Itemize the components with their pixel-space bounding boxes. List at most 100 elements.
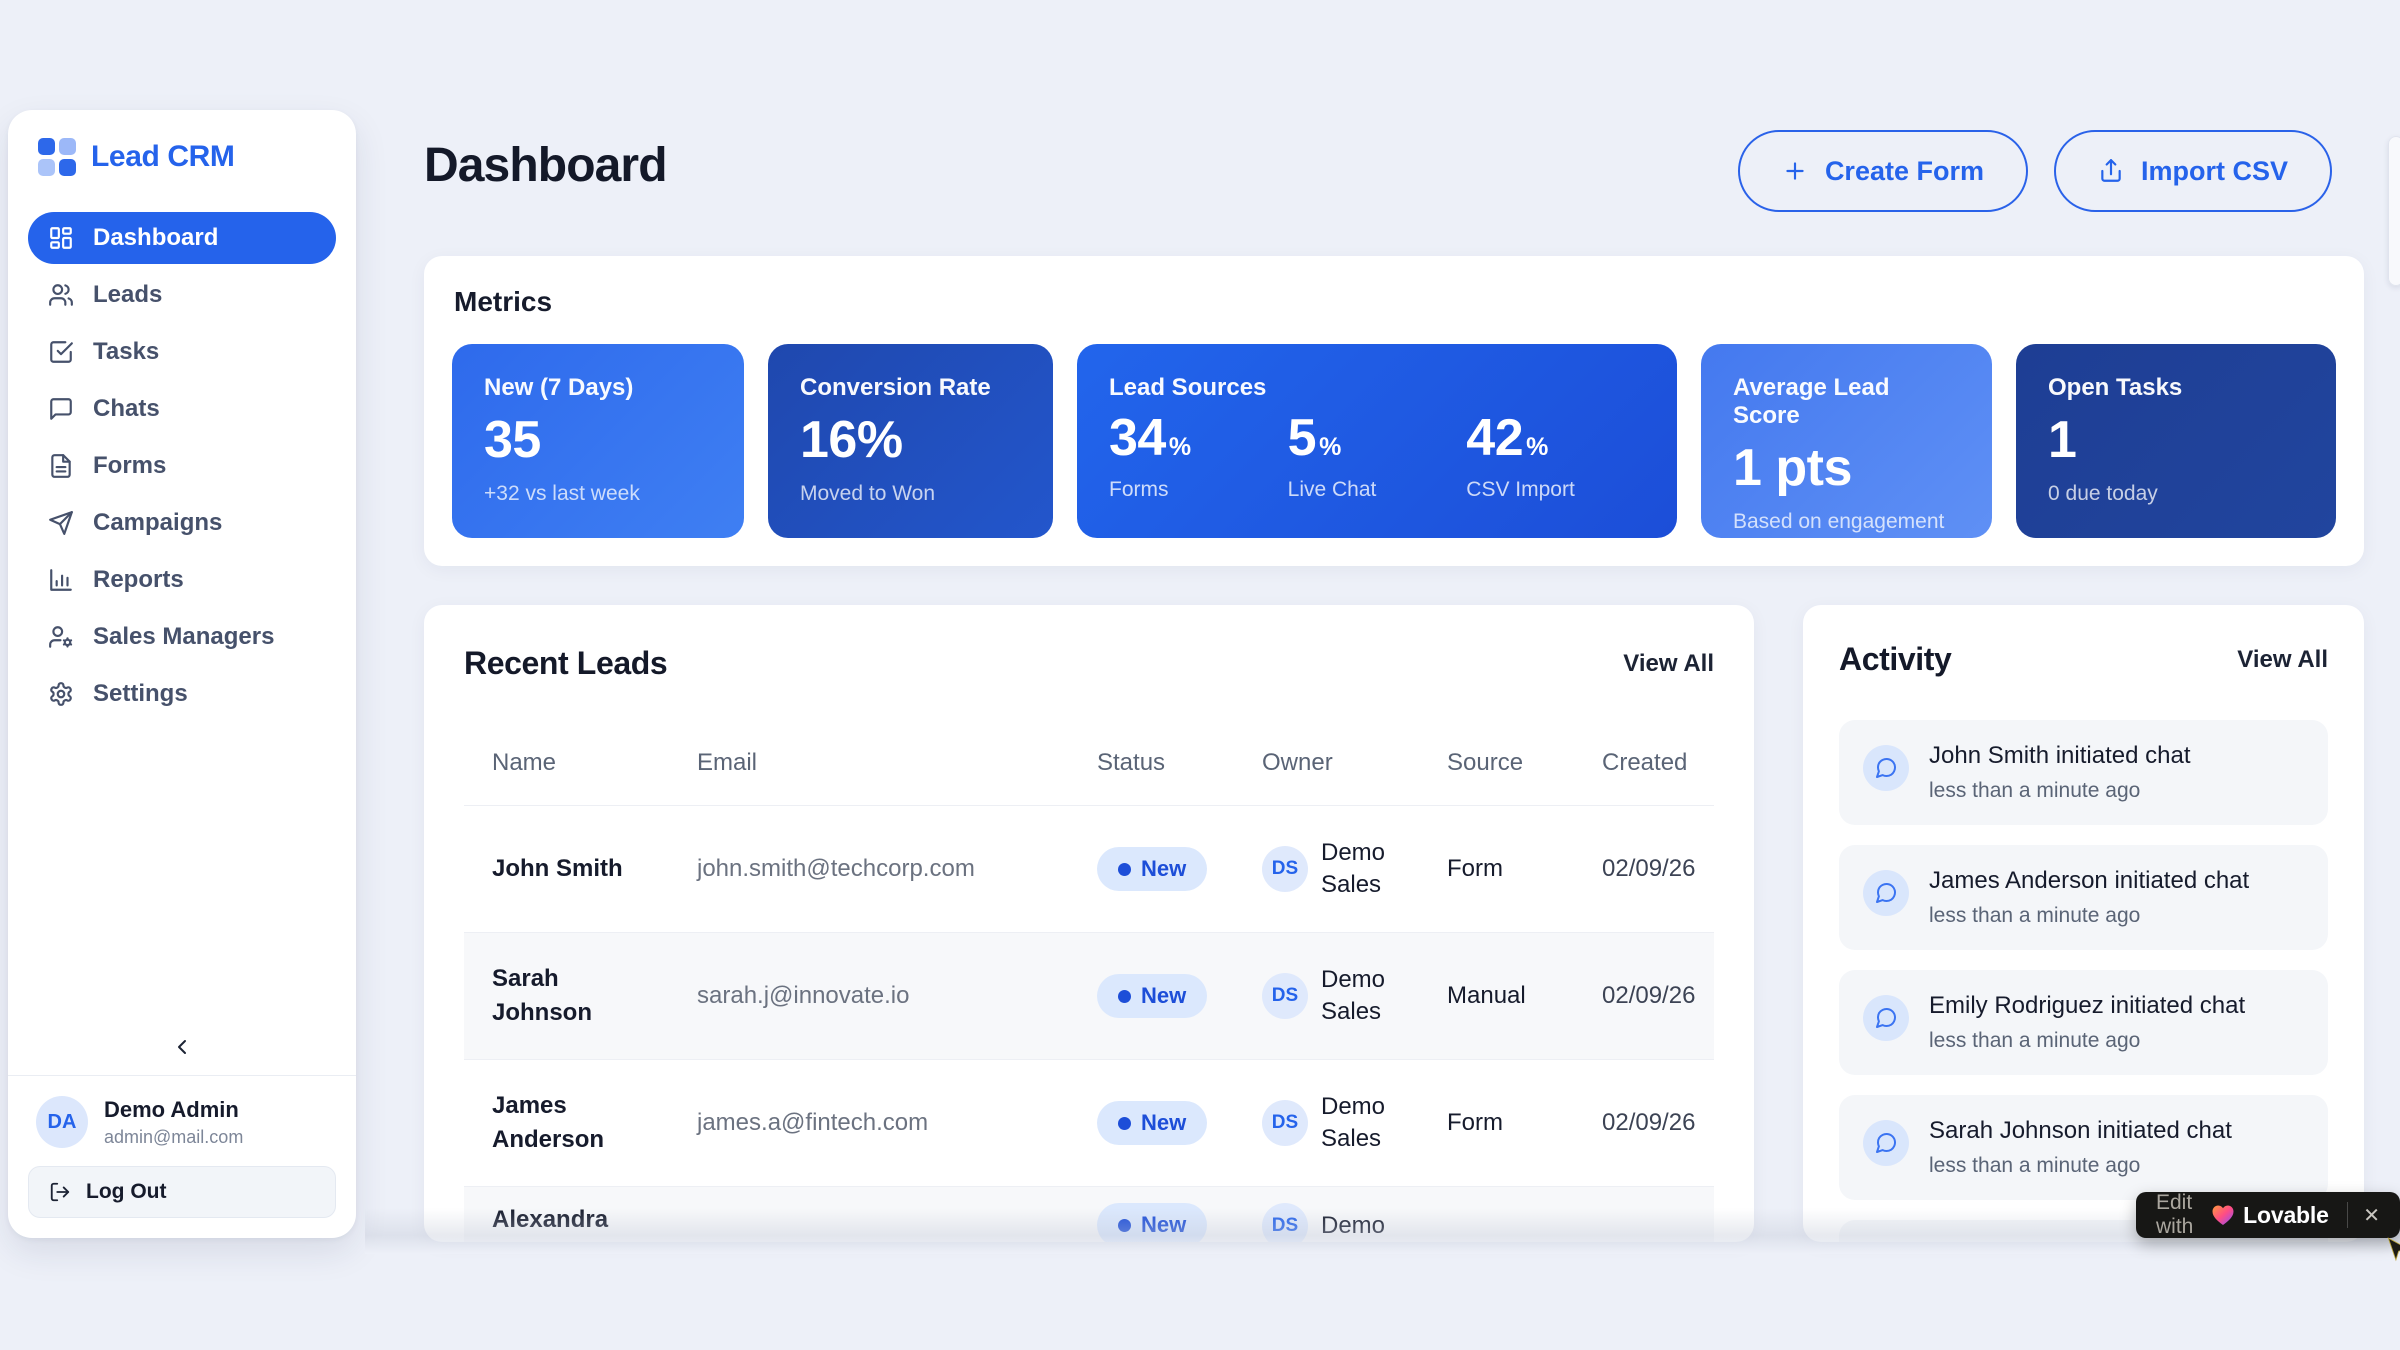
metric-title: Lead Sources	[1109, 374, 1267, 401]
lead-source-forms: 34% Forms	[1109, 408, 1288, 502]
lovable-badge: Edit with Lovable ✕	[2136, 1191, 2400, 1238]
metric-card-conversion-rate: Conversion Rate 16% Moved to Won	[768, 344, 1053, 538]
import-csv-button[interactable]: Import CSV	[2053, 130, 2332, 212]
create-form-button[interactable]: Create Form	[1737, 130, 2028, 212]
log-out-button[interactable]: Log Out	[28, 1166, 336, 1218]
recent-leads-panel: Recent Leads View All Name Email Status …	[424, 605, 1754, 1242]
close-icon[interactable]: ✕	[2359, 1203, 2384, 1228]
activity-item-title: Emily Rodriguez initiated chat	[1929, 992, 2246, 1019]
user-name: Demo Admin	[104, 1096, 239, 1122]
user-profile[interactable]: DA Demo Admin admin@mail.com	[28, 1076, 336, 1166]
metric-title: Average Lead Score	[1733, 374, 1890, 429]
activity-item-time: less than a minute ago	[1929, 1029, 2141, 1052]
list-item[interactable]: James Anderson initiated chat less than …	[1839, 845, 2328, 950]
sidebar-item-label: Dashboard	[93, 224, 219, 251]
lovable-heart-icon	[2211, 1204, 2235, 1226]
lead-source: Manual	[1447, 982, 1526, 1009]
sidebar-item-label: Reports	[93, 566, 184, 593]
lead-name: Sarah Johnson	[492, 965, 592, 1026]
list-item[interactable]: John Smith initiated chat less than a mi…	[1839, 720, 2328, 825]
sidebar-item-reports[interactable]: Reports	[28, 554, 336, 606]
list-item[interactable]: Emily Rodriguez initiated chat less than…	[1839, 970, 2328, 1075]
app-logo: Lead CRM	[28, 138, 336, 176]
app-logo-icon	[38, 138, 76, 176]
recent-leads-title: Recent Leads	[464, 645, 668, 681]
recent-leads-view-all-link[interactable]: View All	[1623, 649, 1714, 677]
table-row[interactable]: Sarah Johnson sarah.j@innovate.io New DS…	[464, 933, 1714, 1060]
status-badge: New	[1097, 974, 1208, 1018]
sidebar-item-dashboard[interactable]: Dashboard	[28, 212, 336, 264]
mouse-cursor	[2384, 1236, 2400, 1262]
status-dot-icon	[1118, 1116, 1131, 1130]
table-row[interactable]: John Smith john.smith@techcorp.com New D…	[464, 806, 1714, 933]
activity-view-all-link[interactable]: View All	[2237, 645, 2328, 673]
table-row[interactable]: James Anderson james.a@fintech.com New D…	[464, 1060, 1714, 1187]
check-square-icon	[48, 339, 74, 365]
sidebar-item-label: Chats	[93, 395, 160, 422]
log-out-icon	[49, 1181, 71, 1203]
sidebar: Lead CRM Dashboard Leads Tasks Chats	[8, 110, 356, 1238]
scrollbar[interactable]	[2388, 136, 2400, 286]
avatar: DA	[36, 1096, 88, 1148]
metric-value: 1 pts	[1733, 439, 1852, 497]
metric-value: 1	[2048, 411, 2077, 469]
dashboard-icon	[48, 225, 74, 251]
metrics-section-title: Metrics	[454, 286, 553, 317]
source-value: 5%	[1287, 409, 1342, 467]
gear-icon	[48, 681, 74, 707]
status-badge: New	[1097, 1203, 1208, 1242]
activity-item-title: James Anderson initiated chat	[1929, 867, 2250, 894]
owner-avatar: DS	[1262, 1203, 1308, 1242]
activity-list: John Smith initiated chat less than a mi…	[1839, 720, 2328, 1242]
users-icon	[48, 282, 74, 308]
collapse-sidebar-button[interactable]	[28, 1029, 336, 1075]
lovable-badge-prefix: Edit with	[2156, 1191, 2194, 1238]
activity-item-title: Sarah Johnson initiated chat	[1929, 1117, 2232, 1144]
table-row[interactable]: Alexandra New DS Demo	[464, 1187, 1714, 1242]
logo-square	[38, 138, 55, 155]
upload-icon	[2098, 158, 2124, 184]
log-out-label: Log Out	[86, 1180, 167, 1203]
app-name: Lead CRM	[91, 140, 235, 173]
column-header-source: Source	[1447, 748, 1524, 776]
activity-panel: Activity View All John Smith initiated c…	[1803, 605, 2364, 1242]
owner-avatar: DS	[1262, 846, 1308, 892]
source-label: CSV Import	[1466, 478, 1575, 501]
sidebar-item-leads[interactable]: Leads	[28, 269, 336, 321]
list-item[interactable]: Sarah Johnson initiated chat less than a…	[1839, 1095, 2328, 1200]
sidebar-item-campaigns[interactable]: Campaigns	[28, 497, 336, 549]
source-label: Forms	[1109, 478, 1169, 501]
sidebar-item-tasks[interactable]: Tasks	[28, 326, 336, 378]
column-header-created: Created	[1602, 748, 1688, 776]
owner-name: Demo Sales	[1321, 838, 1386, 898]
metric-subtitle: Based on engagement	[1733, 510, 1945, 533]
lead-created: 02/09/26	[1602, 1109, 1696, 1136]
recent-leads-table: Name Email Status Owner Source Created J…	[464, 720, 1714, 1242]
status-dot-icon	[1118, 862, 1131, 876]
metric-card-new-7-days: New (7 Days) 35 +32 vs last week	[452, 344, 744, 538]
metric-card-open-tasks: Open Tasks 1 0 due today	[2016, 344, 2336, 538]
column-header-name: Name	[492, 748, 557, 776]
sidebar-item-forms[interactable]: Forms	[28, 440, 336, 492]
sidebar-item-chats[interactable]: Chats	[28, 383, 336, 435]
status-badge: New	[1097, 847, 1208, 891]
sidebar-item-sales-managers[interactable]: Sales Managers	[28, 611, 336, 663]
header-actions: Create Form Import CSV	[1737, 130, 2332, 212]
owner-avatar: DS	[1262, 973, 1308, 1019]
source-value: 42%	[1466, 409, 1548, 467]
send-icon	[48, 510, 74, 536]
chat-bubble-icon	[1863, 870, 1909, 916]
user-email: admin@mail.com	[104, 1126, 244, 1147]
column-header-status: Status	[1097, 748, 1166, 776]
lead-email: james.a@fintech.com	[697, 1109, 929, 1136]
activity-item-title: John Smith initiated chat	[1929, 742, 2191, 769]
metric-value: 35	[484, 411, 541, 469]
status-badge: New	[1097, 1101, 1208, 1145]
lovable-badge-brand[interactable]: Lovable	[2243, 1201, 2329, 1228]
message-square-icon	[48, 396, 74, 422]
lead-created: 02/09/26	[1602, 982, 1696, 1009]
lead-source: Form	[1447, 1109, 1503, 1136]
sidebar-item-settings[interactable]: Settings	[28, 668, 336, 720]
create-form-label: Create Form	[1824, 155, 1984, 186]
column-header-owner: Owner	[1262, 748, 1333, 776]
